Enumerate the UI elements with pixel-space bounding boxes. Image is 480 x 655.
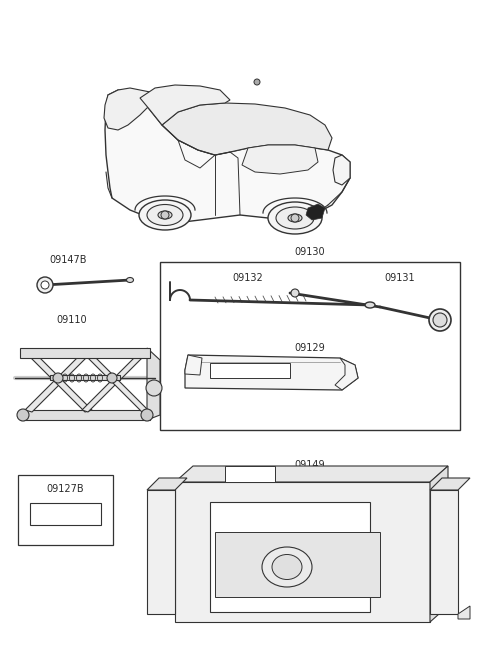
Text: 09127B: 09127B (47, 484, 84, 494)
Ellipse shape (158, 211, 172, 219)
Polygon shape (147, 478, 187, 490)
Ellipse shape (365, 302, 375, 308)
Ellipse shape (429, 309, 451, 331)
Bar (18, 475, 113, 545)
Text: 09132: 09132 (233, 273, 264, 283)
Bar (210, 363, 290, 378)
Ellipse shape (272, 555, 302, 580)
Polygon shape (50, 375, 120, 380)
Polygon shape (185, 355, 358, 390)
Text: 09149: 09149 (295, 460, 325, 470)
Ellipse shape (433, 313, 447, 327)
Polygon shape (147, 490, 175, 614)
Circle shape (53, 373, 63, 383)
Polygon shape (430, 478, 470, 490)
Text: 09147B: 09147B (49, 255, 87, 265)
Ellipse shape (139, 200, 191, 230)
Ellipse shape (276, 207, 314, 229)
Polygon shape (105, 90, 350, 223)
Ellipse shape (147, 204, 183, 225)
Circle shape (107, 373, 117, 383)
Polygon shape (20, 410, 150, 420)
Circle shape (17, 409, 29, 421)
Polygon shape (215, 532, 380, 597)
Polygon shape (20, 348, 150, 358)
Circle shape (37, 277, 53, 293)
Polygon shape (25, 350, 92, 412)
Circle shape (161, 211, 169, 219)
Text: 09129: 09129 (295, 343, 325, 353)
Bar (160, 262, 460, 430)
Polygon shape (335, 358, 358, 390)
Polygon shape (82, 350, 148, 412)
Polygon shape (225, 466, 275, 482)
Polygon shape (333, 155, 350, 185)
Polygon shape (185, 355, 202, 375)
Polygon shape (104, 88, 155, 130)
Polygon shape (25, 350, 92, 412)
Text: 09130: 09130 (295, 247, 325, 257)
Ellipse shape (127, 278, 133, 282)
Bar (210, 502, 370, 612)
Polygon shape (242, 145, 318, 174)
Circle shape (291, 289, 299, 297)
Polygon shape (140, 85, 230, 125)
Text: 09131: 09131 (384, 273, 415, 283)
Circle shape (254, 79, 260, 85)
Circle shape (291, 214, 299, 222)
Polygon shape (175, 466, 448, 482)
Polygon shape (430, 466, 448, 622)
Polygon shape (306, 204, 325, 220)
Circle shape (141, 409, 153, 421)
Text: 09110: 09110 (57, 315, 87, 325)
Ellipse shape (268, 202, 322, 234)
Polygon shape (458, 606, 470, 619)
Polygon shape (175, 482, 430, 622)
Polygon shape (162, 103, 332, 155)
Polygon shape (147, 348, 160, 420)
Ellipse shape (288, 214, 302, 222)
Bar (30, 503, 101, 525)
Circle shape (41, 281, 49, 289)
Polygon shape (430, 490, 458, 614)
Ellipse shape (262, 547, 312, 587)
Circle shape (146, 380, 162, 396)
Polygon shape (82, 350, 148, 412)
